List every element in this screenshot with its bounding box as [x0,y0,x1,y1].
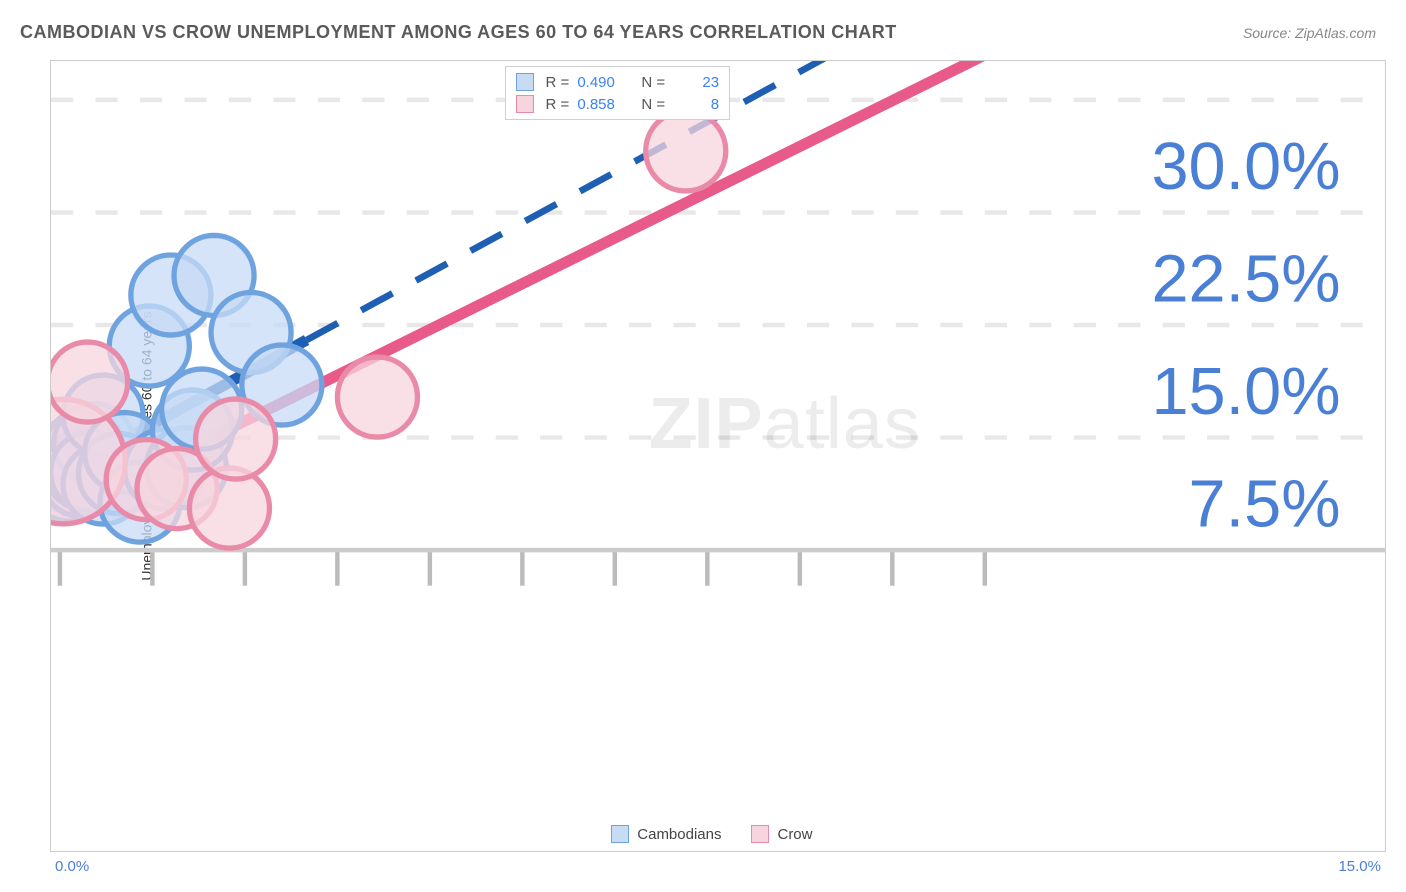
source-label: Source: ZipAtlas.com [1243,25,1376,41]
n-value: 23 [673,74,719,91]
svg-text:7.5%: 7.5% [1189,468,1341,542]
legend-swatch [611,825,629,843]
legend-series: Cambodians Crow [611,825,812,843]
svg-text:22.5%: 22.5% [1151,242,1340,316]
legend-series-item: Cambodians [611,825,721,843]
legend-swatch [516,73,534,91]
n-label: N = [641,96,665,113]
chart-area: 7.5%15.0%22.5%30.0% ZIPatlas R =0.490N =… [50,60,1386,852]
x-axis-max-label: 15.0% [1338,858,1381,875]
r-value: 0.858 [577,96,623,113]
n-label: N = [641,74,665,91]
n-value: 8 [673,96,719,113]
chart-title: CAMBODIAN VS CROW UNEMPLOYMENT AMONG AGE… [20,22,897,43]
header: CAMBODIAN VS CROW UNEMPLOYMENT AMONG AGE… [0,0,1406,53]
x-axis-min-label: 0.0% [55,858,89,875]
legend-correlation: R = 0.490 N = 23 R = 0.858 N = 8 [505,66,731,120]
r-label: R = [546,74,570,91]
r-value: 0.490 [577,74,623,91]
legend-series-label: Cambodians [637,826,721,843]
legend-correlation-row: R = 0.858 N = 8 [516,93,720,115]
scatter-plot: 7.5% 15.0% 22.5% 30.0% [51,61,1385,728]
r-label: R = [546,96,570,113]
legend-swatch [751,825,769,843]
legend-series-label: Crow [777,826,812,843]
svg-text:30.0%: 30.0% [1151,130,1340,204]
legend-swatch [516,95,534,113]
legend-correlation-row: R = 0.490 N = 23 [516,71,720,93]
svg-text:15.0%: 15.0% [1151,355,1340,429]
legend-series-item: Crow [751,825,812,843]
